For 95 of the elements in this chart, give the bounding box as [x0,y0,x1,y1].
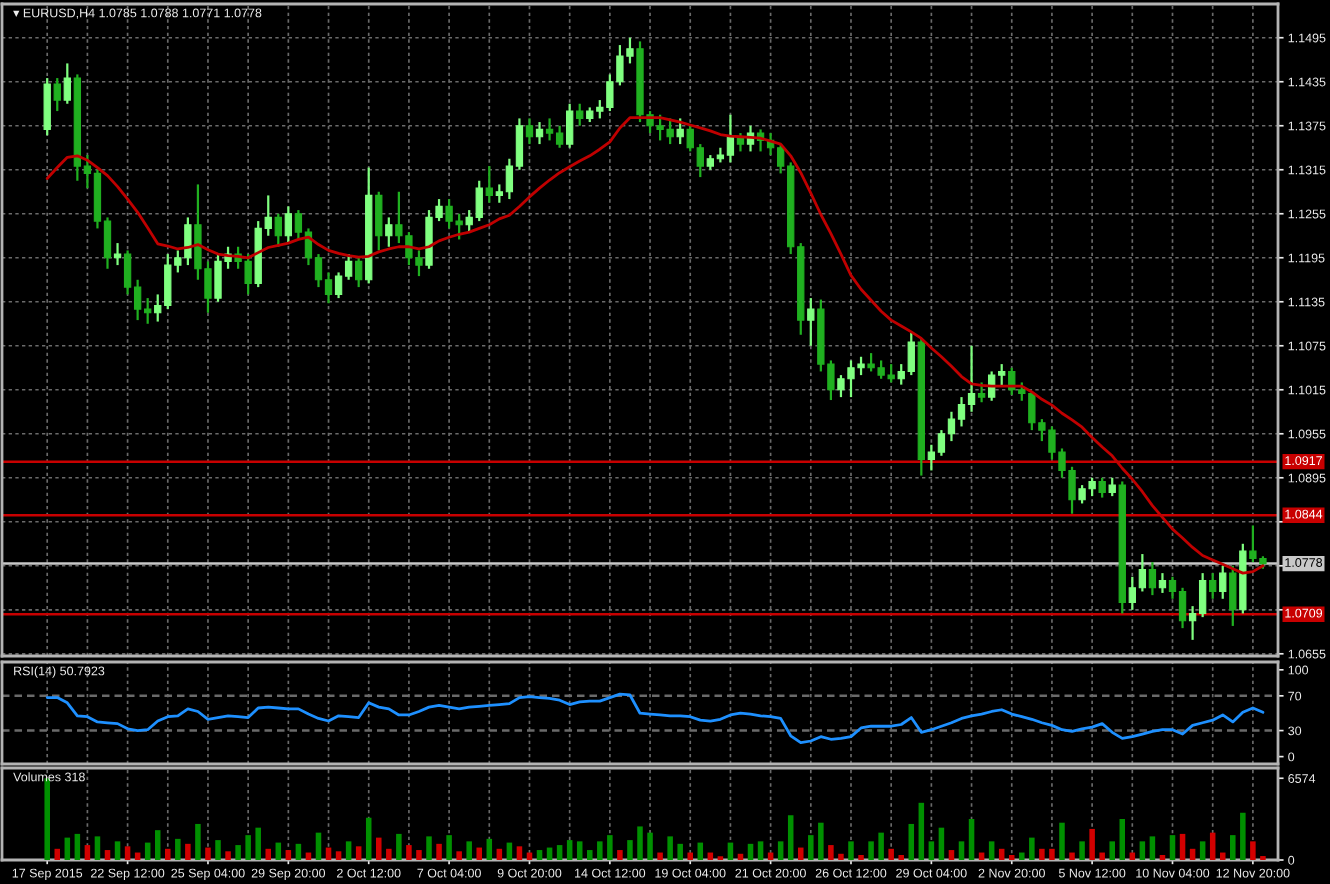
bar [607,835,613,860]
bar [587,850,593,860]
bar [154,830,161,860]
bar [446,835,452,860]
bar [647,832,653,860]
bar [185,843,191,860]
bar [486,838,493,860]
bar [1069,852,1075,860]
bar [888,848,894,860]
bar [627,840,633,860]
bar [687,852,693,860]
bar [918,802,925,860]
bar [868,841,874,860]
bar [235,845,241,860]
bar [848,841,854,860]
bar [1079,841,1085,860]
bar [677,843,683,860]
bar [597,841,603,860]
bar [958,841,965,860]
bar [777,841,784,860]
bar [657,852,663,860]
bar [808,835,814,860]
bar [54,848,61,860]
bar [245,835,251,860]
line-series [45,692,1265,745]
bar [436,843,442,860]
bar [1049,848,1055,860]
bar [988,841,995,860]
bar [818,822,824,860]
bar [365,817,372,860]
bar [94,836,101,860]
bar [1089,828,1095,860]
bar [908,823,915,860]
bar [1119,818,1126,860]
bar [757,841,764,860]
bar [576,841,583,860]
bar [195,823,201,860]
bar [1179,833,1186,860]
bar [1169,835,1176,860]
bar [1059,822,1065,860]
bar [335,851,342,860]
bar [536,850,543,860]
bar [1099,852,1105,860]
bar [406,845,412,860]
bar [1240,812,1246,860]
bar [556,845,563,860]
bar [285,850,292,860]
bar [396,833,402,860]
bar [124,846,131,860]
bar [566,840,573,860]
bar [165,848,171,860]
bar [1139,841,1146,860]
bar [667,836,673,860]
bar [747,843,754,860]
bar [1250,841,1256,860]
bar [476,847,483,860]
bar [928,841,935,860]
bar [637,826,643,860]
bar [948,850,955,860]
bar [114,841,121,860]
bar [44,778,50,860]
bar [1019,852,1025,860]
bar [968,818,975,860]
bar [1029,837,1035,860]
bar [295,843,302,860]
bar [1109,841,1115,860]
bar [215,840,221,860]
bar [376,837,382,860]
bar [1039,848,1045,860]
bar [878,832,884,860]
bar [255,827,261,860]
bar [1199,841,1206,860]
bar [386,848,392,860]
bar [1149,836,1156,860]
bar [426,836,432,860]
bar [838,853,844,860]
bar [787,815,794,860]
bar [1219,852,1226,860]
bar [617,850,623,860]
bar [1230,835,1236,860]
bar [797,847,804,860]
bar [265,848,272,860]
bar [74,833,81,860]
bar [466,841,472,860]
bar [345,841,352,860]
bar [205,847,211,860]
bar [104,850,111,860]
bar [355,846,362,860]
bar [225,851,231,860]
bar [175,838,181,860]
bar [416,850,422,860]
bar [516,846,523,860]
bar [456,851,462,860]
bar [828,845,834,860]
bar [84,845,91,860]
